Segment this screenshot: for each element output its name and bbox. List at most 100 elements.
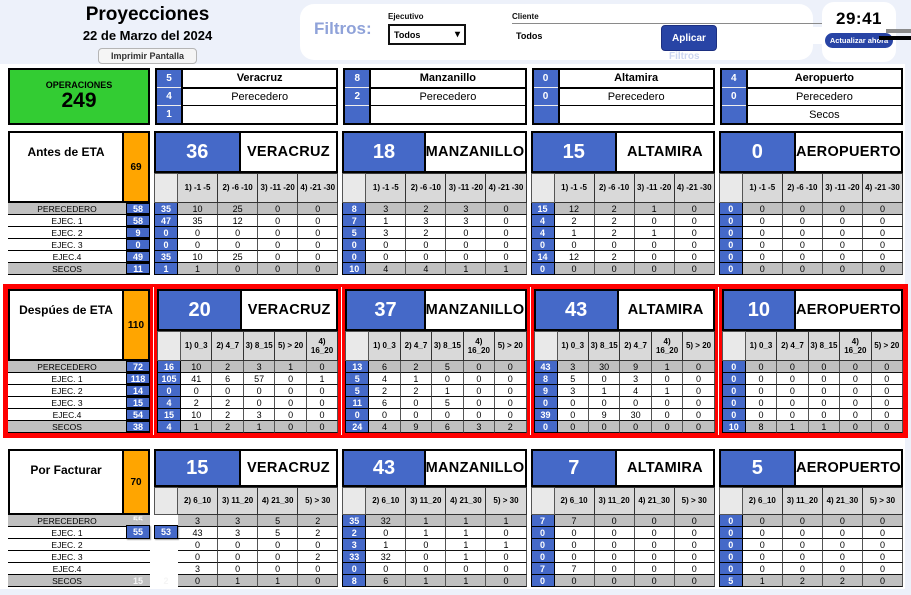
row-subtotal: 5	[345, 385, 370, 397]
category-row: EJEC.4 49	[8, 251, 150, 263]
row-subtotal: 0	[721, 397, 746, 409]
ejecutivo-select[interactable]: Todos ▾	[388, 24, 466, 45]
apply-button[interactable]: Aplicar	[661, 25, 717, 51]
print-screen-button[interactable]: Imprimir Pantalla	[97, 48, 198, 64]
data-cell: 0	[683, 385, 715, 397]
ejecutivo-value: Todos	[394, 29, 421, 40]
summary-port-veracruz: 5 4 1 Veracruz Perecedero	[155, 68, 339, 125]
summary-category-label	[371, 106, 524, 123]
row-subtotal: 0	[718, 239, 743, 251]
category-row: PERECEDERO 58	[8, 203, 150, 215]
section-total: 70	[122, 451, 148, 513]
data-cell: 0	[651, 373, 684, 385]
data-cell: 0	[463, 385, 496, 397]
row-subtotal-value: 0	[728, 203, 734, 214]
row-total: 15	[126, 397, 150, 408]
row-subtotal: 0	[718, 515, 743, 527]
row-subtotal	[154, 539, 178, 551]
data-cell: 0	[275, 373, 307, 385]
data-cell: 12	[554, 251, 595, 263]
data-cell: 1	[446, 551, 487, 563]
data-cell: 0	[674, 215, 715, 227]
data-cell: 0	[178, 551, 219, 563]
data-cell: 0	[745, 397, 778, 409]
data-cell: 0	[554, 575, 595, 587]
data-cell: 0	[634, 263, 675, 275]
row-subtotal-value: 5	[354, 385, 360, 396]
filters-panel: Filtros: Ejecutivo Todos ▾ Cliente Todos…	[300, 4, 857, 62]
data-cell: 0	[218, 551, 259, 563]
data-cell: 25	[218, 251, 259, 263]
data-cell: 0	[298, 263, 339, 275]
data-cell: 1	[178, 263, 219, 275]
data-cell: 0	[840, 373, 872, 385]
category-row: EJEC. 1 118	[8, 373, 150, 385]
data-cell: 0	[808, 373, 841, 385]
column-header: 4) 21_30	[634, 487, 675, 515]
column-header: 1) -1 -5	[178, 173, 219, 203]
data-cell: 1	[651, 361, 684, 373]
data-cell: 0	[742, 563, 783, 575]
row-subtotal-value: 0	[351, 251, 357, 262]
menu-icon[interactable]	[879, 29, 911, 40]
row-total-value: 38	[132, 421, 143, 432]
row-subtotal-value: 0	[539, 239, 545, 250]
data-cell: 6	[366, 575, 407, 587]
port-name: ALTAMIRA	[617, 131, 715, 173]
row-subtotal: 0	[533, 421, 558, 433]
row-label: EJEC.4	[52, 251, 82, 262]
refresh-now-button[interactable]: Actualizar ahora	[825, 33, 893, 48]
data-cell: 0	[822, 251, 863, 263]
row-subtotal: 0	[342, 239, 367, 251]
data-cell: 0	[298, 251, 339, 263]
data-cell: 0	[742, 203, 783, 215]
row-subtotal-value: 0	[731, 397, 737, 408]
summary-count: 4	[721, 70, 746, 88]
data-cell: 0	[745, 409, 778, 421]
row-subtotal-value: 13	[160, 515, 171, 525]
data-cell: 0	[258, 239, 299, 251]
data-cell: 0	[557, 409, 589, 421]
data-cell: 2	[369, 385, 401, 397]
row-subtotal: 47	[154, 215, 178, 227]
row-subtotal: 35	[154, 203, 178, 215]
section-header: Por Facturar 70	[8, 449, 150, 515]
data-cell: 32	[366, 551, 407, 563]
port-table-aeropuerto: 5 AEROPUERTO 2) 6_10 3) 11_20 4) 21_30 5) > 3…	[718, 449, 903, 587]
row-subtotal-value: 0	[728, 263, 734, 274]
row-subtotal: 0	[154, 227, 178, 239]
data-cell: 0	[554, 527, 595, 539]
corner-cell	[342, 173, 367, 203]
data-cell: 0	[178, 239, 219, 251]
data-cell: 0	[594, 551, 635, 563]
column-header: 2) 4_7	[777, 331, 809, 361]
column-header: 4) -21 -30	[674, 173, 715, 203]
data-cell: 7	[554, 515, 595, 527]
row-total	[126, 539, 150, 550]
port-name: AEROPUERTO	[795, 131, 903, 173]
data-cell: 0	[258, 227, 299, 239]
data-cell: 0	[742, 515, 783, 527]
data-row: 14 12 2 0 0	[530, 251, 715, 263]
corner-cell	[530, 487, 555, 515]
data-cell: 0	[782, 251, 823, 263]
data-cell: 0	[808, 361, 841, 373]
row-subtotal: 0	[718, 227, 743, 239]
data-cell: 0	[634, 539, 675, 551]
row-subtotal-value: 4	[166, 421, 172, 432]
data-cell: 4	[620, 385, 652, 397]
data-cell: 0	[871, 385, 904, 397]
column-header: 3) 11_20	[594, 487, 635, 515]
data-cell: 0	[862, 515, 903, 527]
